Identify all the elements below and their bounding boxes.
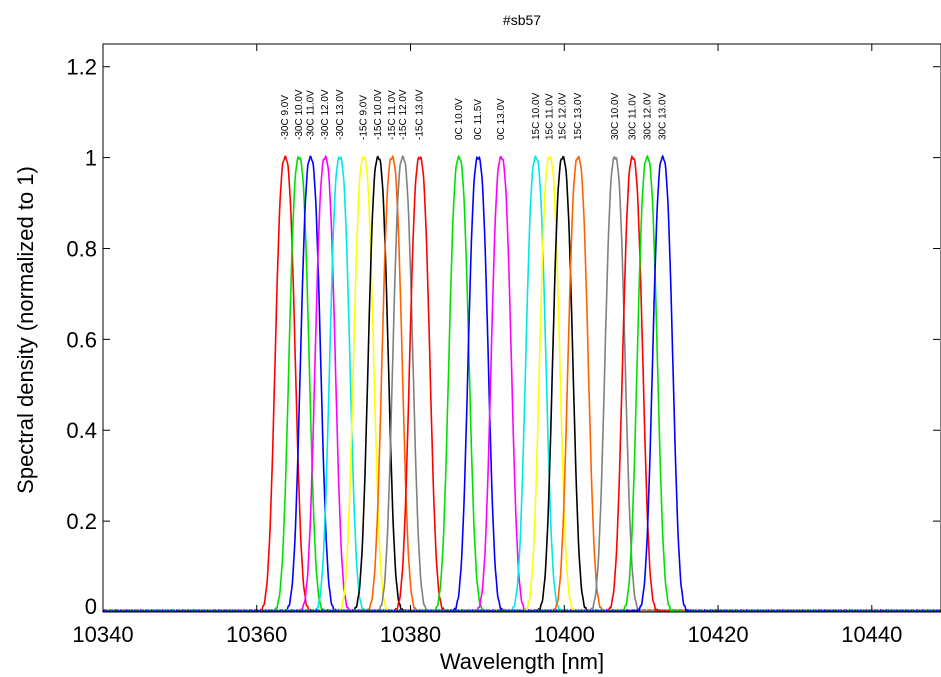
series-line — [103, 154, 941, 612]
x-axis: 10340 10360 10380 10400 10420 10440 — [72, 44, 902, 647]
x-tick-label: 10420 — [687, 622, 748, 647]
series-line — [103, 155, 941, 612]
peak-label: 15C 13.0V — [573, 92, 584, 140]
peak-label: 0C 13.0V — [496, 98, 507, 140]
series-line — [103, 155, 941, 612]
peak-label: -30C 10.0V — [294, 89, 305, 140]
series-line — [103, 156, 941, 612]
peak-label: 15C 10.0V — [531, 92, 542, 140]
peak-label: -15C 13.0V — [415, 89, 426, 140]
peak-label: -15C 12.0V — [398, 89, 409, 140]
y-tick-label: 1.2 — [66, 55, 97, 80]
peak-label: 15C 12.0V — [558, 92, 569, 140]
series-line — [103, 155, 941, 612]
x-tick-label: 10400 — [534, 622, 595, 647]
y-tick-label: 0.2 — [66, 509, 97, 534]
series-line — [103, 155, 941, 612]
series-line — [103, 155, 941, 612]
peak-label: 30C 12.0V — [642, 92, 653, 140]
series-line — [103, 154, 941, 612]
series-line — [103, 155, 941, 612]
peak-label: -30C 9.0V — [280, 95, 291, 140]
peak-label: 30C 13.0V — [658, 92, 669, 140]
peak-label-layer: -30C 9.0V -30C 10.0V -30C 11.0V -30C 12.0V -… — [280, 89, 669, 140]
peak-label: -15C 11.0V — [387, 90, 398, 140]
series-line — [103, 155, 941, 612]
series-line — [103, 154, 941, 612]
x-tick-label: 10360 — [226, 622, 287, 647]
peak-label: -15C 9.0V — [359, 95, 370, 140]
series-line — [103, 154, 941, 612]
x-axis-title: Wavelength [nm] — [440, 649, 604, 674]
series-line — [103, 155, 941, 612]
peak-label: 15C 11.0V — [545, 93, 556, 140]
series-line — [103, 154, 941, 612]
series-line — [103, 155, 941, 612]
peak-label: 0C 10.0V — [454, 98, 465, 140]
x-tick-label: 10440 — [841, 622, 902, 647]
series-line — [103, 154, 941, 612]
peak-label: -15C 10.0V — [373, 89, 384, 140]
peak-label: -30C 13.0V — [335, 89, 346, 140]
plot-frame — [102, 43, 941, 613]
y-tick-label: 0.4 — [66, 418, 97, 443]
series-layer — [103, 154, 941, 612]
y-tick-label: 0 — [85, 594, 97, 619]
peak-label: 30C 11.0V — [628, 93, 639, 140]
peak-label: 0C 11.5V — [473, 99, 484, 140]
y-tick-label: 1 — [85, 146, 97, 171]
series-line — [103, 155, 941, 612]
peak-label: 30C 10.0V — [610, 92, 621, 140]
chart-title: #sb57 — [503, 12, 541, 28]
x-tick-label: 10340 — [72, 622, 133, 647]
y-axis-title: Spectral density (normalized to 1) — [13, 166, 38, 494]
y-axis: 0 0.2 0.4 0.6 0.8 1 1.2 — [66, 55, 940, 619]
y-tick-label: 0.6 — [66, 327, 97, 352]
series-line — [103, 154, 941, 612]
peak-label: -30C 11.0V — [306, 90, 317, 140]
series-line — [103, 155, 941, 612]
series-line — [103, 155, 941, 612]
series-line — [103, 155, 941, 612]
y-tick-label: 0.8 — [66, 236, 97, 261]
x-tick-label: 10380 — [380, 622, 441, 647]
peak-label: -30C 12.0V — [320, 89, 331, 140]
